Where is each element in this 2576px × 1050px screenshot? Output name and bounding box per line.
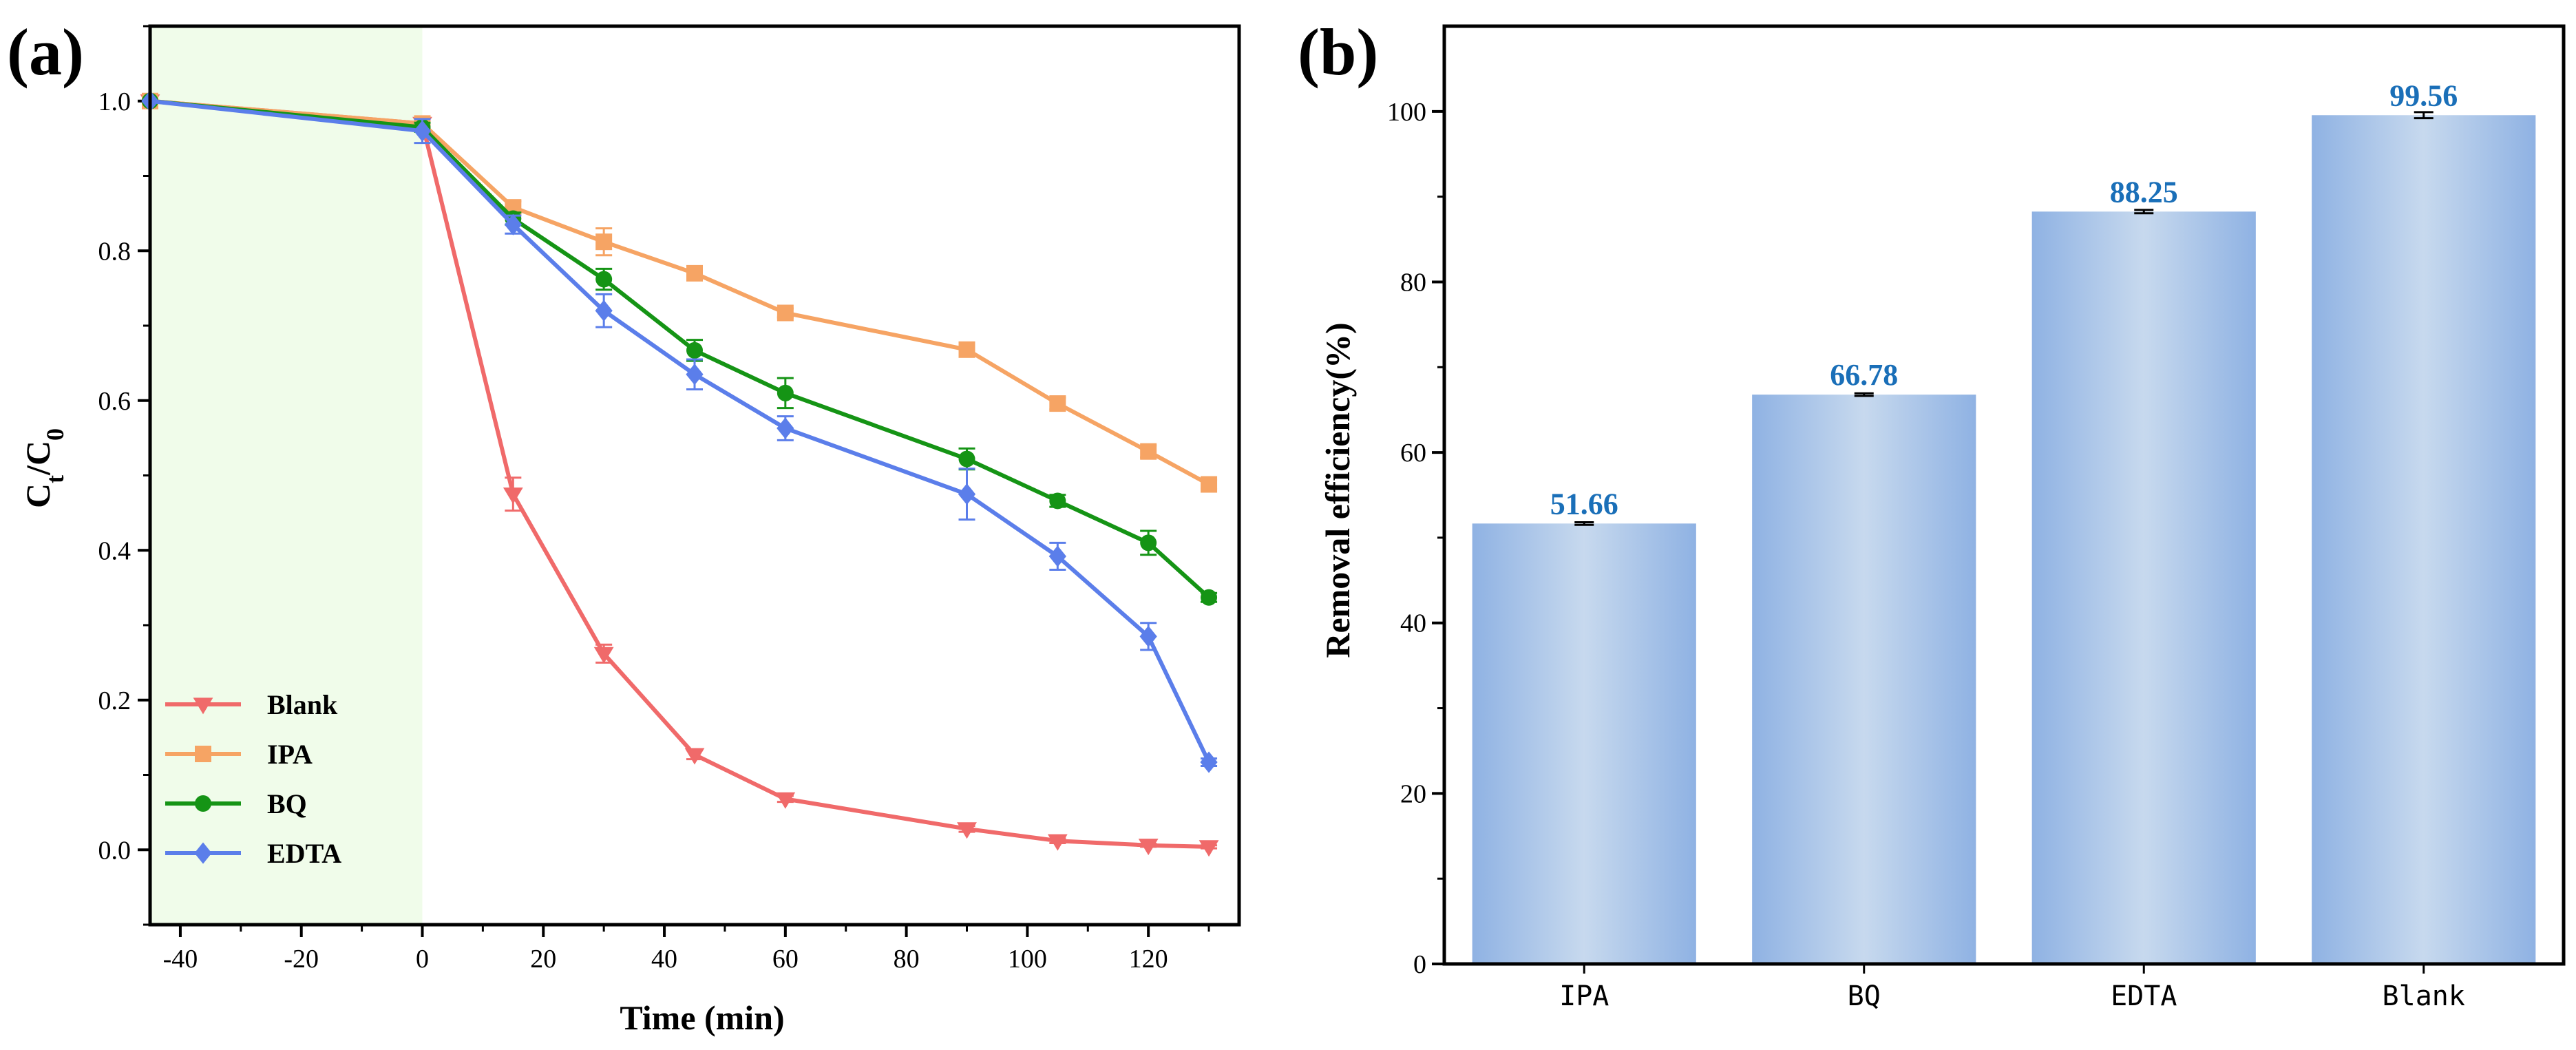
x-tick-label: 20 xyxy=(530,945,556,974)
panel-b-ticks: 0 20 40 60 80 100 xyxy=(1387,98,1444,979)
panel-a-x-axis-title: Time (min) xyxy=(620,998,784,1037)
y-tick-label: 80 xyxy=(1400,268,1426,297)
data-point-blank xyxy=(1138,839,1159,856)
data-point-edta xyxy=(1139,625,1157,647)
panel-b-bar-chart: (b) 0 20 40 60 80 100 51.66 IPA 66.78 BQ 88.25 EDT… xyxy=(1298,15,2566,1012)
panel-b-bars: 51.66 IPA 66.78 BQ 88.25 EDTA 99.56 Blank xyxy=(1472,78,2536,1012)
y-tick-label: 0 xyxy=(1413,950,1426,979)
panel-b-label: (b) xyxy=(1298,15,1378,89)
data-point-blank xyxy=(775,792,796,809)
bar-edta xyxy=(2031,211,2256,964)
y-tick-label: 0.6 xyxy=(98,387,131,416)
data-point-edta xyxy=(686,364,704,386)
bar-value-label: 88.25 xyxy=(2110,175,2178,209)
y-tick-label: 60 xyxy=(1400,439,1426,468)
bar-value-label: 99.56 xyxy=(2389,78,2458,112)
data-point-ipa xyxy=(1049,395,1066,412)
panel-a-line-chart: (a) -40 -20 0 20 40 60 80 100 120 0.0 0.2 0.4 0.6 0.8… xyxy=(7,15,1241,1037)
x-tick-label: 60 xyxy=(772,945,799,974)
data-point-bq xyxy=(686,342,703,359)
legend-label-edta: EDTA xyxy=(267,838,341,869)
data-point-edta xyxy=(595,300,613,322)
panel-a-legend: Blank IPA BQ EDTA xyxy=(165,689,341,869)
data-point-edta xyxy=(1048,545,1066,567)
legend-marker-edta xyxy=(194,842,212,864)
x-tick-label: 40 xyxy=(651,945,677,974)
data-point-ipa xyxy=(958,341,975,358)
x-tick-label: 0 xyxy=(416,945,429,974)
data-point-bq xyxy=(1049,492,1066,510)
data-point-bq xyxy=(777,384,794,401)
x-tick-label: 80 xyxy=(894,945,920,974)
data-point-ipa xyxy=(686,264,703,282)
data-point-edta xyxy=(504,213,522,235)
data-point-bq xyxy=(1140,534,1157,552)
y-tick-label: 0.4 xyxy=(98,536,131,565)
panel-a-series xyxy=(140,90,1219,857)
y-tick-label: 0.8 xyxy=(98,237,131,266)
data-point-blank xyxy=(1199,840,1219,857)
data-point-blank xyxy=(503,487,523,505)
data-point-edta xyxy=(1200,751,1218,773)
series-line-edta xyxy=(149,98,1211,764)
series-line-ipa xyxy=(149,98,1210,487)
x-tick-label: -20 xyxy=(284,945,319,974)
y-tick-label: 40 xyxy=(1400,609,1426,638)
series-line-blank xyxy=(149,98,1210,849)
data-point-blank xyxy=(957,822,977,839)
data-point-edta xyxy=(777,417,794,439)
bar-value-label: 51.66 xyxy=(1550,487,1618,521)
dark-adsorption-region xyxy=(150,26,423,925)
y-tick-label: 20 xyxy=(1400,779,1426,808)
x-category-label: Blank xyxy=(2383,980,2465,1012)
x-category-label: EDTA xyxy=(2111,980,2177,1012)
data-point-bq xyxy=(1201,589,1218,606)
data-point-blank xyxy=(1047,834,1068,851)
data-point-edta xyxy=(413,120,432,142)
data-point-ipa xyxy=(595,233,613,251)
panel-a-label: (a) xyxy=(7,15,84,89)
panel-a-ticks: -40 -20 0 20 40 60 80 100 120 0.0 0.2 0.4 0.6 0.8 1.0 xyxy=(98,25,1210,974)
data-point-bq xyxy=(958,450,975,468)
panel-a-plot-frame xyxy=(148,24,1241,927)
legend-marker-blank xyxy=(193,697,213,715)
y-tick-label: 1.0 xyxy=(98,87,131,116)
x-tick-label: -40 xyxy=(163,945,198,974)
legend-label-bq: BQ xyxy=(267,788,307,819)
x-category-label: BQ xyxy=(1848,980,1881,1012)
data-point-ipa xyxy=(777,304,794,322)
y-tick-label: 100 xyxy=(1387,98,1426,127)
series-line-bq xyxy=(149,98,1211,599)
panel-b-plot-frame xyxy=(1442,24,2566,966)
panel-a-y-axis-title: Ct/C0 xyxy=(19,428,69,508)
y-tick-label: 0.0 xyxy=(98,836,131,865)
bar-value-label: 66.78 xyxy=(1830,358,1898,392)
data-point-blank xyxy=(684,748,705,765)
x-category-label: IPA xyxy=(1559,980,1609,1012)
bar-blank xyxy=(2312,115,2536,965)
y-tick-label: 0.2 xyxy=(98,686,131,715)
legend-marker-ipa xyxy=(195,746,211,762)
data-point-ipa xyxy=(1140,443,1157,460)
legend-marker-bq xyxy=(195,795,211,812)
data-point-blank xyxy=(593,647,614,664)
panel-b-y-axis-title: Removal efficiency(%) xyxy=(1318,322,1357,658)
x-tick-label: 100 xyxy=(1008,945,1047,974)
data-point-edta xyxy=(958,483,976,505)
data-point-ipa xyxy=(1201,476,1218,493)
x-tick-label: 120 xyxy=(1129,945,1168,974)
legend-label-ipa: IPA xyxy=(267,739,313,770)
legend-label-blank: Blank xyxy=(267,689,338,720)
data-point-bq xyxy=(595,271,613,288)
bar-ipa xyxy=(1472,523,1696,964)
bar-bq xyxy=(1752,395,1976,964)
